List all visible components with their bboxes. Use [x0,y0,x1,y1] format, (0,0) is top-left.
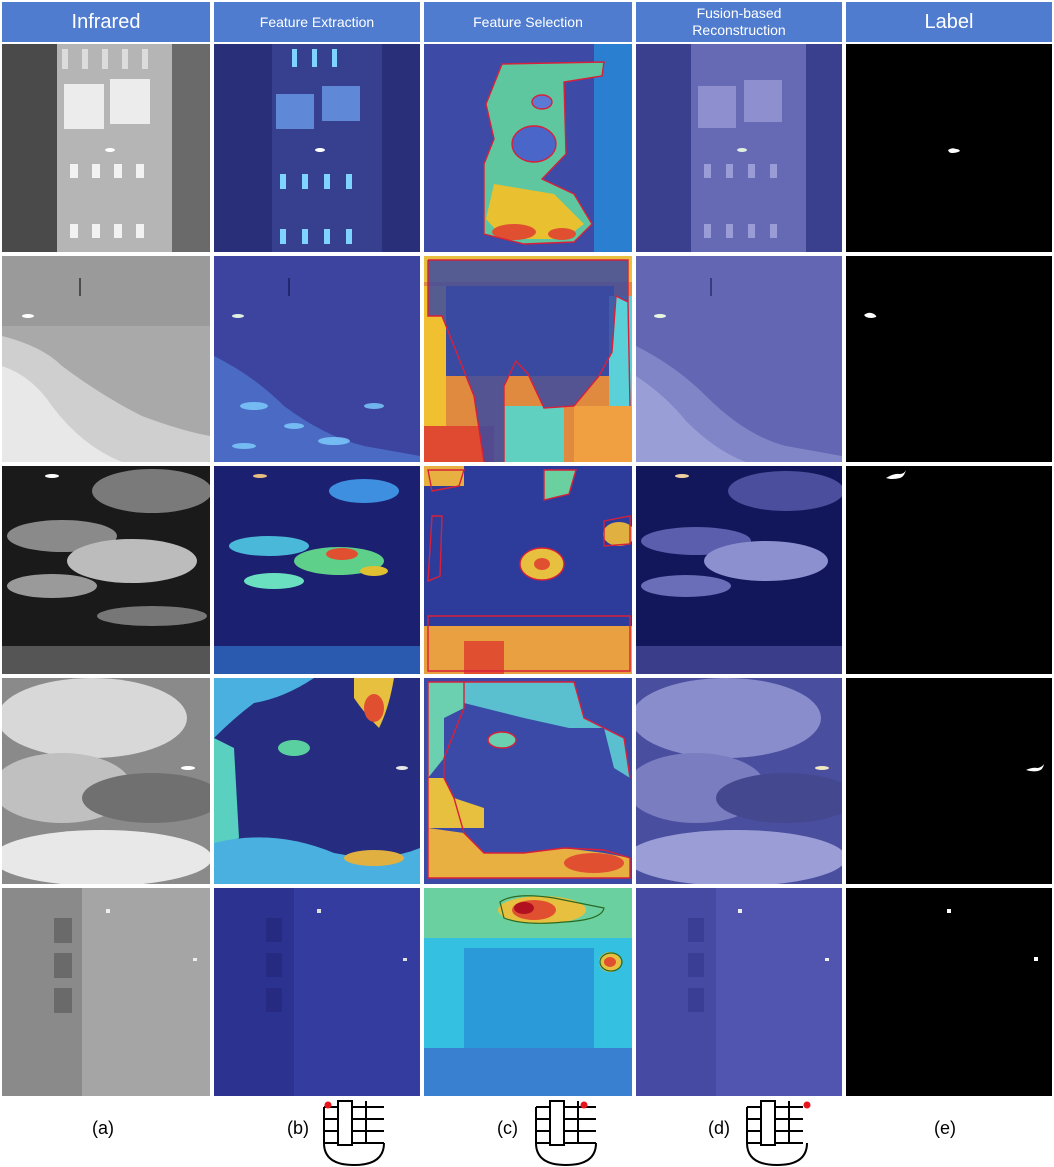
header-label: Feature Selection [473,13,583,30]
architecture-diagram-c [535,1100,597,1167]
feature-extraction-row1 [214,44,420,252]
header-infrared: Infrared [2,2,210,42]
target-marker [580,1101,588,1109]
caption-a: (a) [92,1118,114,1138]
feature-extraction-row2 [214,256,420,462]
feature-extraction-row3 [214,466,420,674]
fusion-reconstruction-row3 [636,466,842,674]
architecture-diagram-b [323,1100,385,1167]
header-label: Label [924,10,974,33]
feature-extraction-row4 [214,678,420,884]
target-marker [324,1101,332,1109]
header-label-col: Label [846,2,1052,42]
feature-selection-row3 [424,466,632,674]
fusion-reconstruction-row1 [636,44,842,252]
label-mask-row1 [846,44,1052,252]
infrared-image-row1 [2,44,210,252]
feature-selection-row2 [424,256,632,462]
feature-extraction-row5 [214,888,420,1096]
fusion-reconstruction-row5 [636,888,842,1096]
architecture-diagram-d [746,1100,811,1167]
label-mask-row2 [846,256,1052,462]
infrared-image-row2 [2,256,210,462]
feature-selection-row5 [424,888,632,1096]
fusion-reconstruction-row2 [636,256,842,462]
label-mask-row3 [846,466,1052,674]
label-mask-row5 [846,888,1052,1096]
header-label: Feature Extraction [259,13,375,30]
header-label: Infrared [71,10,141,33]
header-fusion-reconstruction: Fusion-based Reconstruction [636,2,842,42]
feature-selection-row1 [424,44,632,252]
target-marker [803,1101,811,1109]
label-mask-row4 [846,678,1052,884]
header-feature-selection: Feature Selection [424,2,632,42]
infrared-image-row4 [2,678,210,884]
infrared-image-row5 [2,888,210,1096]
feature-selection-row4 [424,678,632,884]
fusion-reconstruction-row4 [636,678,842,884]
header-feature-extraction: Feature Extraction [214,2,420,42]
caption-c: (c) [497,1118,518,1138]
caption-d: (d) [708,1118,730,1138]
caption-e: (e) [934,1118,956,1138]
caption-b: (b) [287,1118,309,1138]
header-label: Fusion-based Reconstruction [692,5,786,38]
infrared-image-row3 [2,466,210,674]
